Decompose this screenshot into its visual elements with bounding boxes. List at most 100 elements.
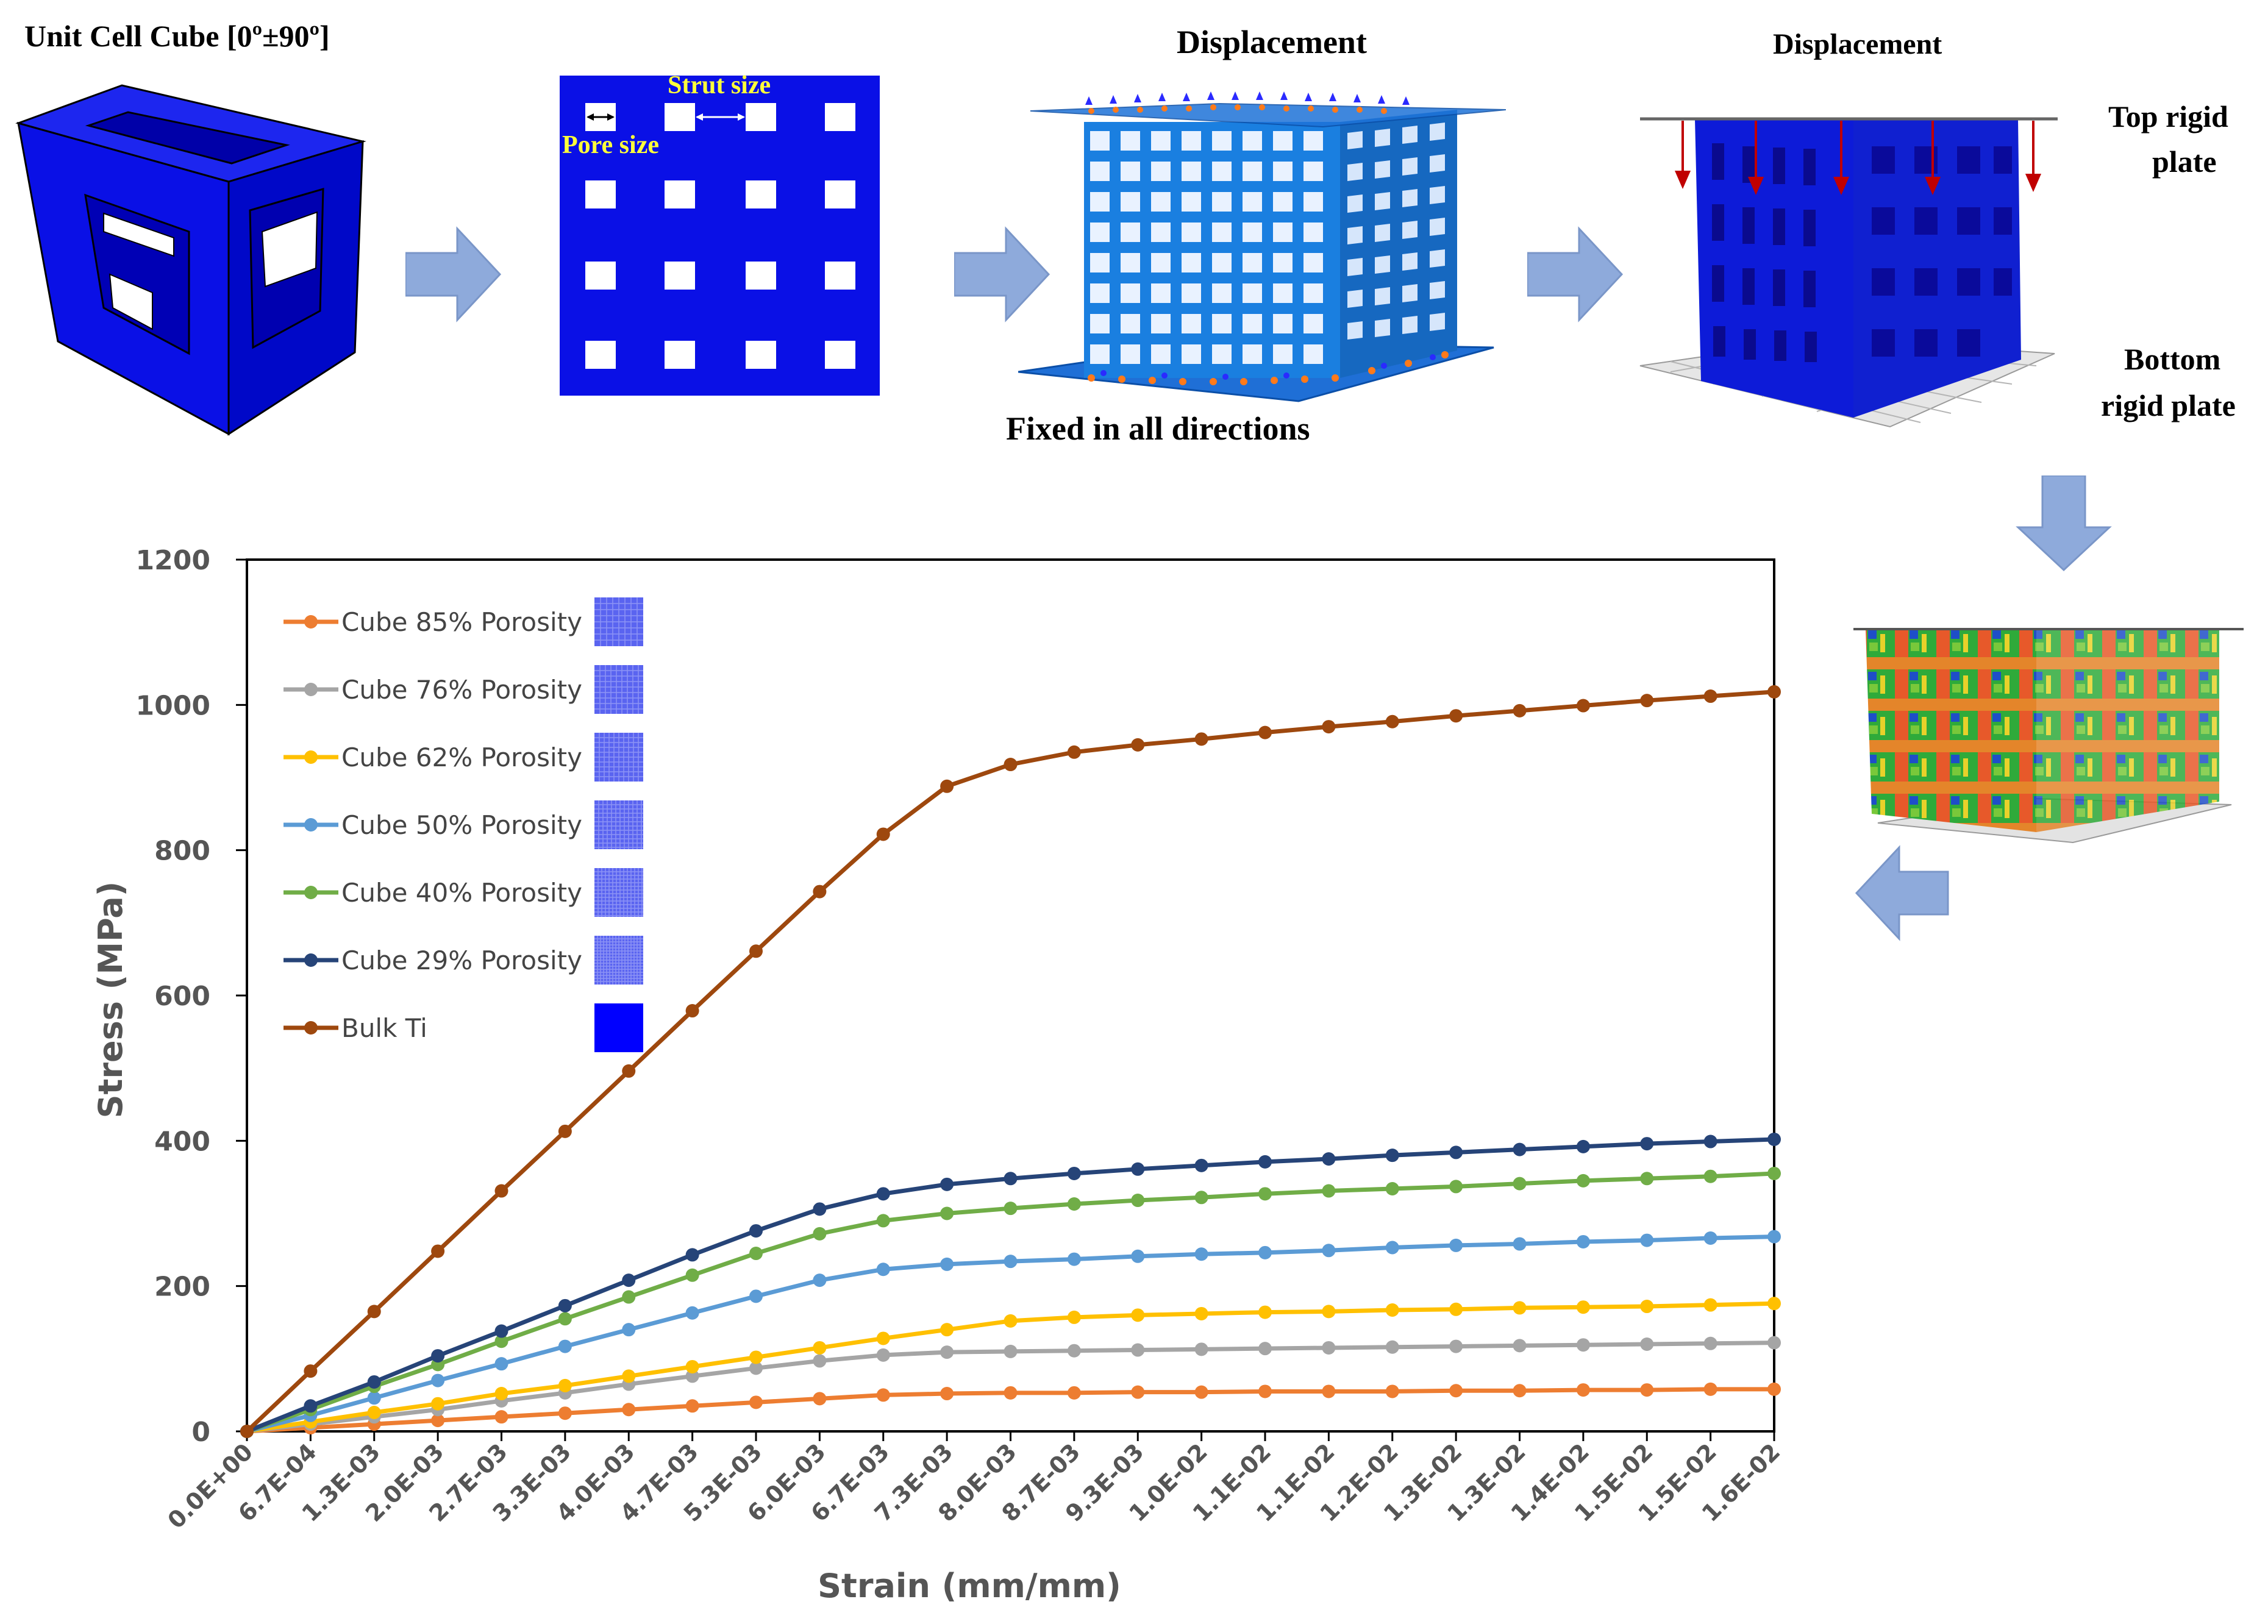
data-point [1131,1343,1145,1357]
data-point [1640,1383,1654,1397]
data-point [1640,1172,1654,1186]
data-point [1703,1382,1717,1396]
legend-marker [304,953,318,967]
data-point [1385,1340,1399,1354]
data-point [1385,1149,1399,1163]
y-tick-label: 0 [191,1417,210,1448]
data-point [1258,1305,1272,1319]
series-group [240,685,1781,1438]
data-point [558,1406,572,1420]
data-point [876,1388,890,1402]
data-point [685,1248,699,1262]
data-point [622,1290,636,1304]
data-point [1385,1303,1399,1317]
data-point [240,1425,254,1438]
unit-cell-cube-figure [15,84,366,436]
legend-marker [304,886,318,899]
data-point [749,1361,763,1375]
data-point [1576,1383,1590,1397]
data-point [1449,1302,1463,1316]
data-point [1004,1255,1018,1269]
series-group [240,1382,1781,1438]
data-point [813,885,827,899]
data-point [940,779,954,793]
data-point [749,1224,763,1238]
series-group [240,1336,1781,1438]
data-point [1513,1301,1527,1315]
data-point [494,1387,508,1401]
y-tick-label: 400 [154,1126,210,1157]
data-point [1004,1344,1018,1358]
data-point [1067,1344,1081,1358]
data-point [1322,1184,1336,1198]
flow-arrow-right-icon [954,226,1050,322]
data-point [1131,1385,1145,1399]
data-point [1513,1177,1527,1191]
data-point [1513,703,1527,718]
data-point [1131,1162,1145,1176]
bottom-plate-label-line2: rigid plate [2101,388,2236,422]
data-point [367,1305,381,1319]
data-point [685,1306,699,1320]
series-group [240,1132,1781,1438]
data-point [558,1378,572,1392]
data-point [622,1064,636,1078]
x-axis-title: Strain (mm/mm) [818,1567,1121,1605]
stress-contour-result [1853,628,2244,844]
data-point [494,1184,508,1198]
data-point [622,1403,636,1417]
top-plate-label-line1: Top rigid [2108,99,2228,134]
data-point [1067,1197,1081,1211]
data-point [1576,1234,1590,1248]
data-point [1767,1132,1781,1146]
data-point [1322,1341,1336,1355]
data-point [367,1406,381,1420]
data-point [1449,709,1463,723]
data-point [1004,1314,1018,1328]
legend-label: Cube 62% Porosity [341,743,582,772]
data-point [1767,1382,1781,1396]
flow-arrow-right-icon [405,226,502,322]
data-point [1385,714,1399,728]
legend-label: Cube 50% Porosity [341,810,582,840]
data-point [1194,1342,1208,1356]
data-point [558,1124,572,1138]
pore-grid [585,103,855,369]
data-point [558,1298,572,1312]
data-point [1767,1297,1781,1311]
legend-marker [304,615,318,629]
data-point [940,1206,954,1220]
legend-marker [304,750,318,764]
data-point [1004,1172,1018,1186]
data-point [685,1268,699,1282]
data-point [876,1214,890,1228]
legend-marker [304,683,318,696]
data-point [1322,720,1336,734]
data-point [431,1397,445,1411]
y-tick-label: 200 [154,1272,210,1303]
data-point [1767,1230,1781,1244]
data-point [1449,1238,1463,1252]
y-tick-label: 800 [154,836,210,867]
data-point [1703,1134,1717,1149]
displacement-label-2: Displacement [1773,28,1942,60]
data-point [1513,1142,1527,1156]
data-point [1258,1187,1272,1201]
data-point [1004,1202,1018,1216]
displacement-label-1: Displacement [1177,24,1367,60]
data-point [876,827,890,841]
flow-arrow-left-icon [1855,845,1949,941]
data-point [494,1334,508,1348]
legend-label: Bulk Ti [341,1013,427,1043]
legend-label: Cube 40% Porosity [341,878,582,908]
data-point [749,1289,763,1303]
data-point [1067,745,1081,759]
series-group [240,1297,1781,1438]
y-tick-label: 1200 [136,545,210,576]
lattice-boundary-figure [1018,91,1506,402]
data-point [813,1392,827,1406]
data-point [1322,1244,1336,1258]
data-point [876,1331,890,1345]
compression-setup-figure [1639,117,2058,428]
